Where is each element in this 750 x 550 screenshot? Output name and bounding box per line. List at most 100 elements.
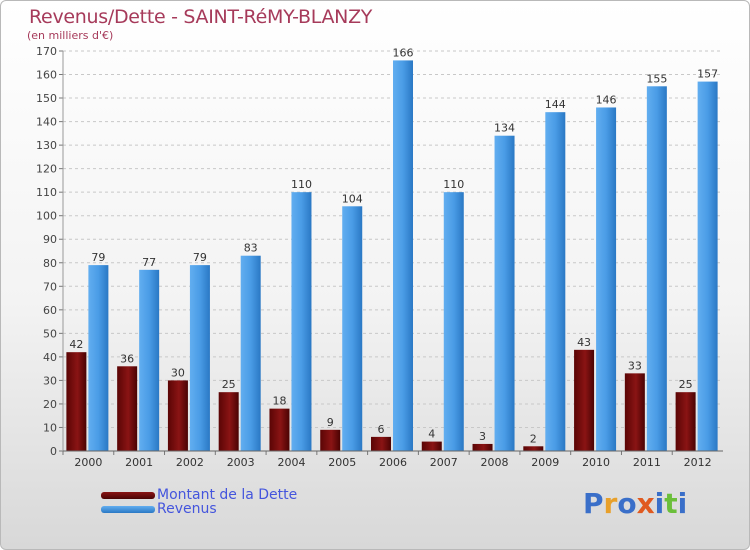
bar-dette-2001 [117, 366, 138, 451]
data-label-revenus-2005: 104 [342, 192, 363, 205]
bar-dette-2006 [371, 436, 391, 451]
bar-dette-2009 [523, 446, 544, 451]
y-tick-label-0: 0 [50, 445, 57, 458]
data-label-dette-2003: 25 [222, 378, 236, 391]
legend-label-dette: Montant de la Dette [157, 487, 298, 503]
bar-dette-2008 [472, 443, 493, 451]
data-label-revenus-2008: 134 [494, 122, 515, 135]
bar-revenus-2004 [291, 192, 312, 452]
bar-revenus-2001 [139, 269, 160, 451]
legend-item-dette: Montant de la Dette [101, 487, 297, 503]
x-tick-label-2011: 2011 [633, 456, 661, 469]
data-label-dette-2000: 42 [69, 338, 83, 351]
y-tick-label-40: 40 [43, 351, 57, 364]
legend-item-revenus: Revenus [101, 501, 217, 517]
legend-label-revenus: Revenus [157, 501, 217, 517]
y-tick-label-140: 140 [36, 116, 57, 129]
chart-title: Revenus/Dette - SAINT-RéMY-BLANZY [29, 6, 373, 28]
data-label-revenus-2012: 157 [697, 68, 718, 81]
x-tick-label-2005: 2005 [328, 456, 356, 469]
logo-letter: P [583, 487, 604, 520]
y-tick-label-60: 60 [43, 304, 57, 317]
data-label-revenus-2007: 110 [443, 178, 464, 191]
y-tick-label-130: 130 [36, 139, 57, 152]
bar-revenus-2011 [646, 86, 667, 451]
proxiti-logo: Proxiti [583, 487, 687, 520]
x-tick-label-2012: 2012 [684, 456, 712, 469]
y-tick-label-110: 110 [36, 186, 57, 199]
x-tick-label-2010: 2010 [582, 456, 610, 469]
bar-revenus-2006 [393, 60, 413, 451]
logo-letter: i [654, 487, 665, 520]
x-tick-label-2008: 2008 [481, 456, 509, 469]
x-axis-ticks: 2000 2001 2002 2003 2004 2005 2006 2007 2008 2009… [62, 451, 712, 469]
legend-swatch-dette [101, 491, 155, 499]
data-label-dette-2011: 33 [628, 359, 642, 372]
bar-dette-2004 [269, 408, 290, 451]
x-tick-label-2007: 2007 [430, 456, 458, 469]
data-label-dette-2005: 9 [327, 416, 334, 429]
data-label-revenus-2009: 144 [545, 98, 566, 111]
y-tick-label-80: 80 [43, 257, 57, 270]
logo-letter: r [603, 487, 618, 520]
logo-letter: i [677, 487, 688, 520]
data-labels: 42 79 36 77 30 79 25 83 18 110 9 104 6 166 4 110 3 134 2 14… [69, 46, 718, 445]
y-tick-label-160: 160 [36, 69, 57, 82]
data-label-dette-2006: 6 [378, 423, 385, 436]
y-tick-label-50: 50 [43, 327, 57, 340]
data-label-dette-2012: 25 [679, 378, 693, 391]
bar-revenus-2005 [342, 206, 363, 451]
bar-dette-2005 [320, 429, 341, 451]
bar-revenus-2002 [189, 265, 210, 451]
data-label-dette-2007: 4 [428, 428, 435, 441]
bar-revenus-2003 [240, 255, 261, 451]
logo-letter: t [664, 487, 678, 520]
bar-dette-2000 [66, 352, 87, 451]
data-label-revenus-2000: 79 [91, 251, 105, 264]
data-label-revenus-2001: 77 [142, 256, 156, 269]
data-label-dette-2008: 3 [479, 430, 486, 443]
data-label-revenus-2010: 146 [596, 93, 617, 106]
y-tick-label-170: 170 [36, 45, 57, 58]
bar-dette-2011 [624, 373, 645, 451]
chart-subtitle: (en milliers d'€) [27, 29, 114, 42]
data-label-dette-2004: 18 [272, 395, 286, 408]
bars [66, 60, 718, 452]
y-tick-label-30: 30 [43, 374, 57, 387]
y-tick-label-90: 90 [43, 233, 57, 246]
y-tick-label-120: 120 [36, 163, 57, 176]
bar-dette-2002 [167, 380, 188, 451]
logo-letter: o [617, 487, 637, 520]
x-tick-label-2001: 2001 [125, 456, 153, 469]
bar-dette-2007 [421, 441, 442, 451]
data-label-revenus-2011: 155 [646, 72, 667, 85]
x-tick-label-2002: 2002 [176, 456, 204, 469]
data-label-revenus-2002: 79 [193, 251, 207, 264]
bar-revenus-2009 [545, 112, 566, 452]
bar-revenus-2007 [443, 192, 464, 452]
data-label-dette-2002: 30 [171, 366, 185, 379]
x-tick-label-2000: 2000 [74, 456, 102, 469]
y-tick-label-20: 20 [43, 398, 57, 411]
y-tick-label-100: 100 [36, 210, 57, 223]
x-tick-label-2004: 2004 [277, 456, 305, 469]
x-tick-label-2006: 2006 [379, 456, 407, 469]
x-tick-label-2003: 2003 [227, 456, 255, 469]
bar-revenus-2008 [494, 135, 515, 452]
bar-revenus-2012 [697, 81, 718, 452]
logo-letter: x [636, 487, 655, 520]
bar-dette-2003 [218, 392, 239, 451]
bar-revenus-2010 [596, 107, 617, 452]
y-tick-label-70: 70 [43, 280, 57, 293]
bar-dette-2010 [574, 349, 595, 451]
data-label-dette-2010: 43 [577, 336, 591, 349]
bar-revenus-2000 [88, 265, 109, 451]
y-axis-ticks: 0 10 20 30 40 50 60 70 80 90 100 110 120 130 140 150 160… [36, 45, 64, 458]
bar-dette-2012 [675, 392, 696, 451]
data-label-dette-2009: 2 [530, 432, 537, 445]
y-tick-label-10: 10 [43, 421, 57, 434]
data-label-revenus-2004: 110 [291, 178, 312, 191]
y-tick-label-150: 150 [36, 92, 57, 105]
